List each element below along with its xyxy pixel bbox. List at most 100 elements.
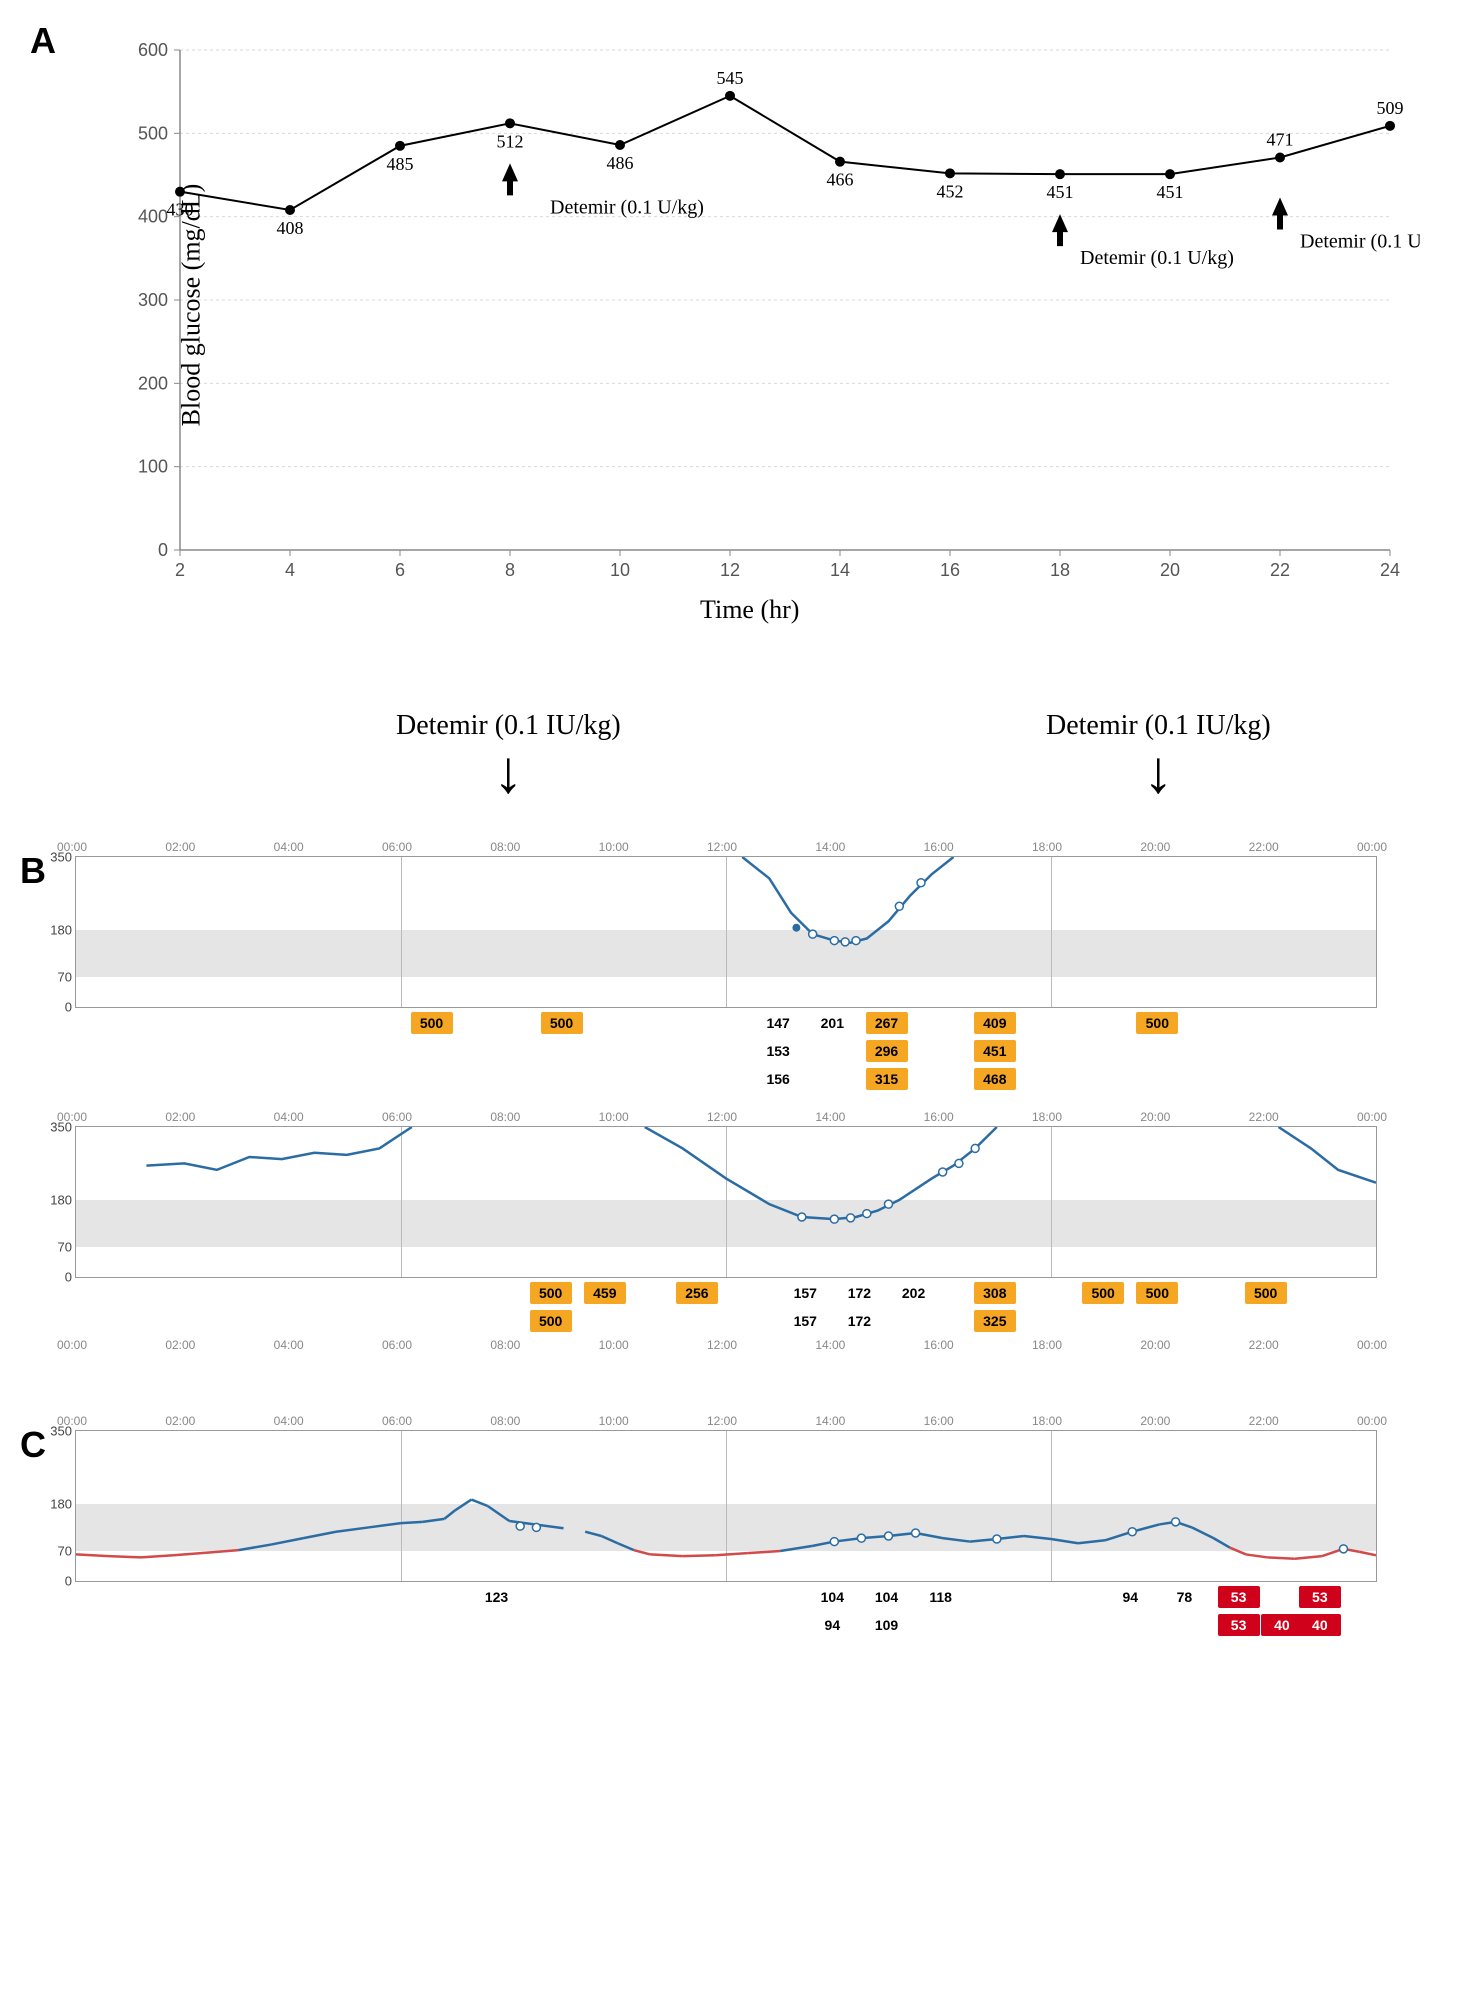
value-cell: 157 xyxy=(784,1282,826,1304)
value-cell: 500 xyxy=(411,1012,453,1034)
cgm-xtick: 00:00 xyxy=(1357,1414,1387,1428)
cgm-xtick: 20:00 xyxy=(1140,1414,1170,1428)
cgm-xtick: 16:00 xyxy=(924,840,954,854)
cgm-xtick: 16:00 xyxy=(924,1414,954,1428)
cgm-xtick: 08:00 xyxy=(490,1414,520,1428)
cgm-ytick: 70 xyxy=(58,1240,72,1255)
value-cell: 500 xyxy=(1136,1282,1178,1304)
cgm-xtick: 02:00 xyxy=(165,1110,195,1124)
svg-text:500: 500 xyxy=(138,123,168,143)
value-cell: 40 xyxy=(1261,1614,1303,1636)
value-cell: 315 xyxy=(866,1068,908,1090)
panel-c-strips: 00:0002:0004:0006:0008:0010:0012:0014:00… xyxy=(75,1414,1420,1642)
cgm-xtick: 06:00 xyxy=(382,840,412,854)
svg-text:20: 20 xyxy=(1160,560,1180,580)
svg-text:Detemir (0.1 U/kg): Detemir (0.1 U/kg) xyxy=(1080,247,1234,269)
svg-text:200: 200 xyxy=(138,373,168,393)
svg-text:24: 24 xyxy=(1380,560,1400,580)
value-cell: 409 xyxy=(974,1012,1016,1034)
cgm-xtick: 08:00 xyxy=(490,1110,520,1124)
cgm-ytick: 180 xyxy=(50,922,72,937)
value-cell: 500 xyxy=(1136,1012,1178,1034)
svg-text:466: 466 xyxy=(827,170,854,190)
cgm-xtick: 04:00 xyxy=(274,1110,304,1124)
value-cell: 308 xyxy=(974,1282,1016,1304)
svg-text:12: 12 xyxy=(720,560,740,580)
cgm-ytick: 350 xyxy=(50,1424,72,1439)
panel-a-label: A xyxy=(30,20,56,62)
cgm-xtick: 10:00 xyxy=(599,840,629,854)
svg-text:545: 545 xyxy=(717,68,744,88)
cgm-ytick: 70 xyxy=(58,1544,72,1559)
svg-text:0: 0 xyxy=(158,540,168,560)
cgm-ytick: 180 xyxy=(50,1192,72,1207)
value-cell: 53 xyxy=(1299,1586,1341,1608)
cgm-xtick: 00:00 xyxy=(1357,1110,1387,1124)
cgm-ytick: 350 xyxy=(50,850,72,865)
cgm-xtick: 06:00 xyxy=(382,1414,412,1428)
cgm-xtick: 14:00 xyxy=(815,1110,845,1124)
value-cell: 104 xyxy=(866,1586,908,1608)
svg-text:2: 2 xyxy=(175,560,185,580)
value-cell: 147 xyxy=(757,1012,799,1034)
value-row: 500157172325 xyxy=(75,1310,1375,1338)
panel-a-chart: 0100200300400500600246810121416182022244… xyxy=(80,30,1420,630)
panel-b-strip-1: 00:0002:0004:0006:0008:0010:0012:0014:00… xyxy=(75,840,1420,1096)
value-cell: 296 xyxy=(866,1040,908,1062)
cgm-xtick: 06:00 xyxy=(382,1110,412,1124)
value-cell: 172 xyxy=(838,1282,880,1304)
value-cell: 118 xyxy=(920,1586,962,1608)
cgm-xtick: 18:00 xyxy=(1032,1110,1062,1124)
cgm-strip: 070180350 xyxy=(75,856,1377,1008)
svg-text:512: 512 xyxy=(497,131,524,151)
cgm-xtick: 02:00 xyxy=(165,1414,195,1428)
cgm-ytick: 350 xyxy=(50,1120,72,1135)
cgm-xtick: 12:00 xyxy=(707,1414,737,1428)
cgm-xtick: 14:00 xyxy=(815,1414,845,1428)
value-cell: 500 xyxy=(1082,1282,1124,1304)
value-cell: 201 xyxy=(811,1012,853,1034)
panel-c-strip: 00:0002:0004:0006:0008:0010:0012:0014:00… xyxy=(75,1414,1420,1642)
cgm-strip: 070180350 xyxy=(75,1126,1377,1278)
panel-b-annotation: Detemir (0.1 IU/kg)↓ xyxy=(388,710,628,802)
cgm-xtick: 08:00 xyxy=(490,840,520,854)
panel-b-strip-2: 00:0002:0004:0006:0008:0010:0012:0014:00… xyxy=(75,1110,1420,1354)
svg-text:8: 8 xyxy=(505,560,515,580)
svg-text:4: 4 xyxy=(285,560,295,580)
value-cell: 500 xyxy=(530,1282,572,1304)
cgm-xtick: 16:00 xyxy=(924,1110,954,1124)
cgm-xtick: 20:00 xyxy=(1140,840,1170,854)
value-row: 12310410411894785353 xyxy=(75,1586,1375,1614)
svg-text:600: 600 xyxy=(138,40,168,60)
value-cell: 104 xyxy=(811,1586,853,1608)
value-cell: 40 xyxy=(1299,1614,1341,1636)
svg-text:10: 10 xyxy=(610,560,630,580)
cgm-xtick: 18:00 xyxy=(1032,840,1062,854)
cgm-ytick: 0 xyxy=(65,1000,72,1015)
value-cell: 94 xyxy=(1109,1586,1151,1608)
value-cell: 109 xyxy=(866,1614,908,1636)
annotation-label: Detemir (0.1 IU/kg) xyxy=(388,710,628,742)
value-cell: 500 xyxy=(541,1012,583,1034)
svg-text:16: 16 xyxy=(940,560,960,580)
panel-a-xlabel: Time (hr) xyxy=(700,595,799,625)
value-row: 153296451 xyxy=(75,1040,1375,1068)
value-cell: 53 xyxy=(1218,1586,1260,1608)
value-cell: 78 xyxy=(1163,1586,1205,1608)
value-row: 500500147201267409500 xyxy=(75,1012,1375,1040)
value-cell: 325 xyxy=(974,1310,1016,1332)
svg-text:451: 451 xyxy=(1047,182,1074,202)
panel-a-svg: 0100200300400500600246810121416182022244… xyxy=(80,30,1420,630)
cgm-xtick: 02:00 xyxy=(165,840,195,854)
value-row: 156315468 xyxy=(75,1068,1375,1096)
svg-text:400: 400 xyxy=(138,207,168,227)
cgm-xtick: 18:00 xyxy=(1032,1414,1062,1428)
svg-text:100: 100 xyxy=(138,457,168,477)
cgm-ytick: 180 xyxy=(50,1496,72,1511)
value-cell: 468 xyxy=(974,1068,1016,1090)
arrow-down-icon: ↓ xyxy=(388,742,628,802)
cgm-xtick: 04:00 xyxy=(274,1414,304,1428)
cgm-xtick: 14:00 xyxy=(815,840,845,854)
panel-b-container: Detemir (0.1 IU/kg)↓Detemir (0.1 IU/kg)↓… xyxy=(20,710,1420,1354)
value-cell: 172 xyxy=(838,1310,880,1332)
